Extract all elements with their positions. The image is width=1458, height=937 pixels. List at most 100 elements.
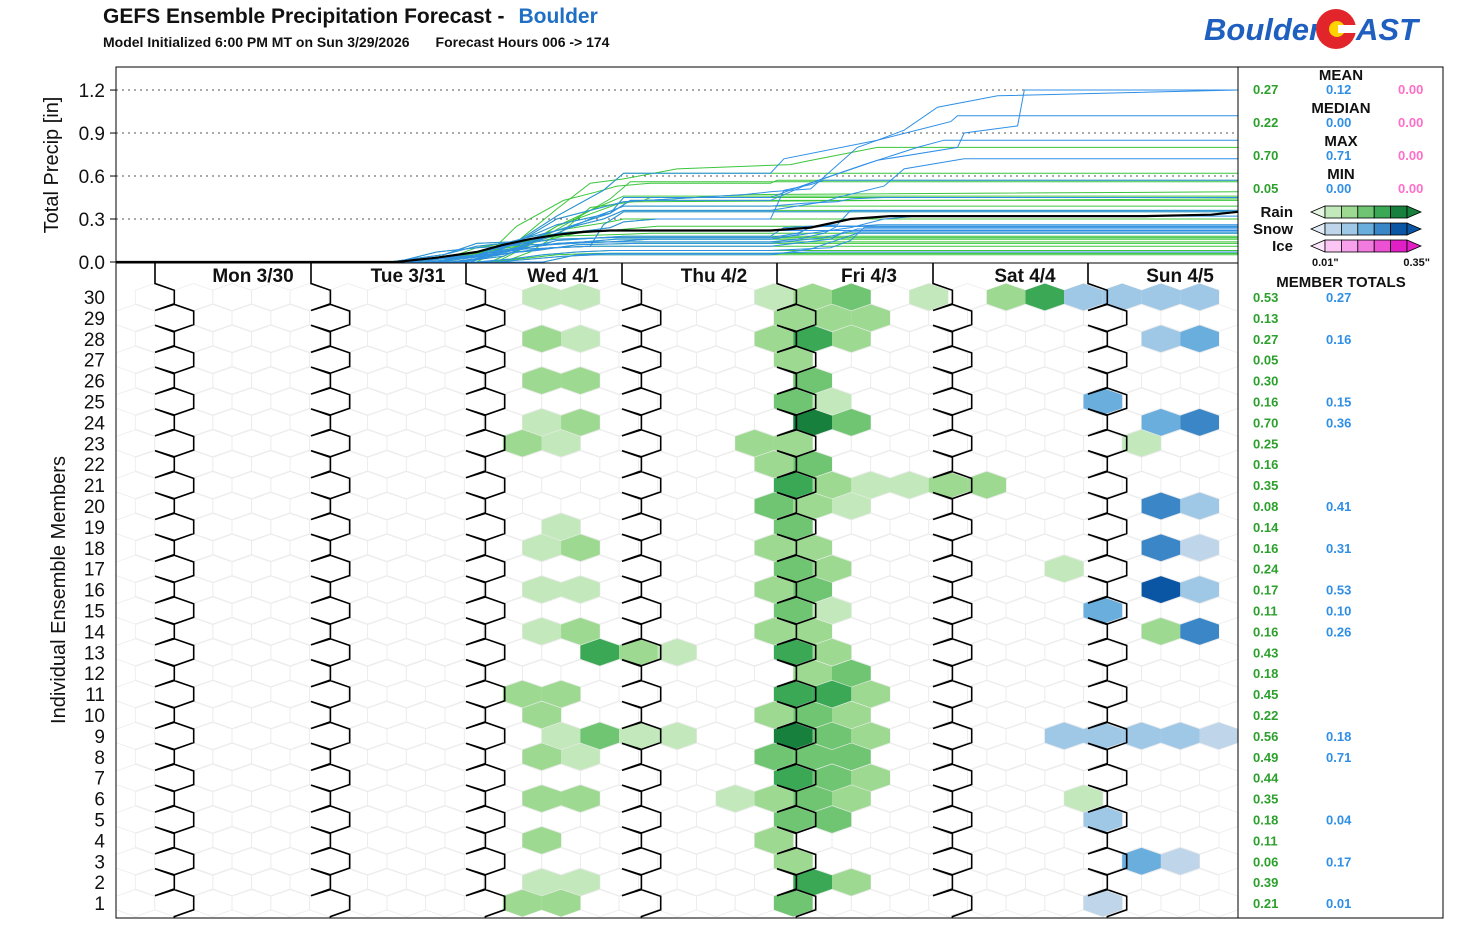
legend-swatch [1324,205,1342,219]
member-9-snow-hex [1160,722,1200,750]
member-4-rain-hex [522,826,562,854]
top-panel-y-ticks: 0.0 0.3 0.6 0.9 1.2 [79,81,116,274]
member-total-snow: 0.01 [1326,896,1351,911]
member-total-rain: 0.16 [1253,624,1278,639]
snow-member-line-41 [116,211,1238,263]
member-label: 20 [84,497,105,518]
day-separator-4 [776,263,817,918]
member-label: 12 [84,664,105,685]
member-label: 2 [94,873,105,894]
member-27-rain-hex [773,346,813,374]
member-13-rain-hex [619,638,658,666]
legend-scale-min: 0.01" [1312,257,1339,269]
snow-member-line-34 [116,89,1239,263]
member-2-rain-hex [793,868,832,896]
day-label: Mon 3/30 [212,266,293,287]
member-total-rain: 0.05 [1253,353,1278,368]
member-21-rain-hex [851,471,890,499]
member-total-rain: 0.35 [1253,478,1278,493]
member-14-rain-hex [1141,617,1181,645]
member-9-rain-hex [812,722,852,750]
member-25-rain-hex [773,388,813,415]
logo-text-right: AST [1355,12,1421,47]
day-label: Sun 4/5 [1146,266,1214,287]
member-18-rain-hex [522,534,562,562]
member-20-rain-hex [832,492,871,520]
member-19-rain-hex [773,513,813,541]
member-23-rain-hex [735,429,774,457]
member-30-snow-hex [1180,283,1219,311]
forecast-hours-text: Forecast Hours 006 -> 174 [435,34,610,50]
member-total-snow: 0.04 [1326,813,1352,828]
member-30-snow-hex [1141,283,1181,311]
legend-swatch [1373,205,1391,219]
bottom-y-axis-label: Individual Ensemble Members [48,456,70,724]
member-total-rain: 0.21 [1253,896,1278,911]
member-total-snow: 0.36 [1326,415,1351,430]
stat-label: MEDIAN [1311,100,1370,117]
member-14-snow-hex [1180,617,1219,645]
member-total-snow: 0.18 [1326,729,1351,744]
hex-bg-cell [1179,450,1220,479]
member-30-rain-hex [793,283,832,311]
member-11-rain-hex [541,680,581,708]
member-total-rain: 0.11 [1253,833,1278,848]
member-label: 29 [84,309,105,330]
member-total-rain: 0.27 [1253,332,1278,347]
member-17-rain-hex [1044,555,1084,583]
member-total-snow: 0.53 [1326,583,1351,598]
day-label: Sat 4/4 [994,266,1056,287]
member-20-rain-hex [793,492,832,520]
member-10-rain-hex [793,701,832,729]
member-total-snow: 0.71 [1326,750,1351,765]
day-label: Fri 4/3 [841,266,897,287]
rain-member-line-24 [116,146,1238,263]
day-separator-1 [310,263,351,918]
member-24-rain-hex [522,408,562,436]
legend-swatch [1357,222,1375,236]
stat-snow-value: 0.00 [1326,181,1351,196]
member-label: 28 [84,330,105,351]
member-9-rain-hex [657,722,697,750]
member-13-rain-hex [812,638,852,666]
chart-title-row: GEFS Ensemble Precipitation Forecast - Bo… [103,5,598,29]
member-30-snow-hex [1102,283,1142,311]
member-precip-hexagons [503,283,1239,917]
member-29-rain-hex [773,304,813,332]
member-total-rain: 0.14 [1253,520,1279,535]
stat-rain-value: 0.05 [1253,181,1278,196]
member-total-rain: 0.39 [1253,875,1278,890]
member-28-snow-hex [1141,325,1181,353]
hex-bg-cell [1179,868,1220,897]
location-name: Boulder [518,5,598,28]
member-20-snow-hex [1180,492,1219,520]
member-2-rain-hex [561,868,600,896]
stat-ice-value: 0.00 [1398,82,1423,97]
member-label: 22 [84,455,105,476]
y-tick-label: 0.9 [79,124,105,145]
member-8-rain-hex [793,743,832,771]
member-total-rain: 0.13 [1253,311,1278,326]
legend-arrow-high [1406,239,1423,253]
member-total-rain: 0.08 [1253,499,1278,514]
top-panel-gridlines [116,89,1238,220]
member-14-rain-hex [561,617,600,645]
snow-member-line-47 [116,251,1238,263]
member-total-rain: 0.45 [1253,687,1278,702]
legend-swatch [1357,239,1375,253]
member-7-rain-hex [773,764,813,792]
member-2-rain-hex [522,868,562,896]
plot-frame [115,66,1444,919]
member-16-snow-hex [1141,576,1181,604]
member-1-rain-hex [503,889,542,917]
member-label: 19 [84,518,105,539]
legend-swatch [1341,222,1359,236]
snow-member-line-43 [116,227,1238,263]
member-6-rain-hex [715,785,755,813]
member-30-rain-hex [986,283,1026,311]
member-3-rain-hex [773,847,813,875]
member-6-rain-hex [561,785,600,813]
member-label: 15 [84,602,105,623]
legend-swatch [1324,222,1342,236]
